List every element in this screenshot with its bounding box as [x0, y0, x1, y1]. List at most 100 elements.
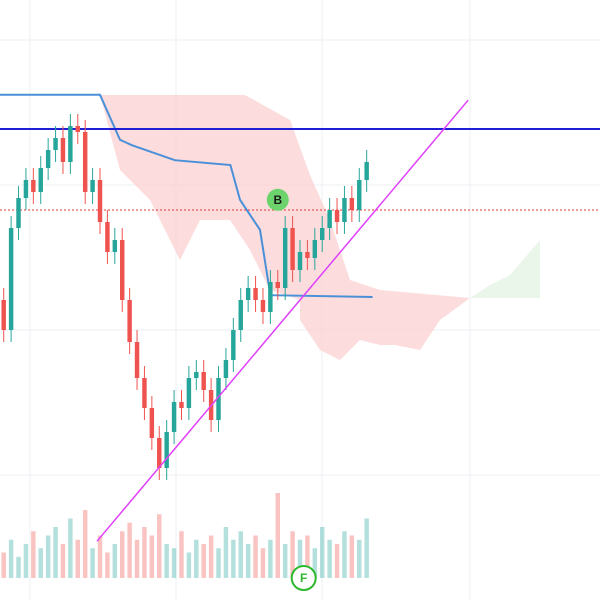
volume-bar — [357, 539, 362, 578]
volume-bar — [60, 544, 66, 578]
volume-bar — [231, 539, 236, 578]
candle-body — [112, 240, 118, 252]
marker — [266, 188, 289, 211]
volume-bar — [290, 531, 295, 578]
candle-body — [105, 222, 110, 252]
volume-bar — [127, 522, 132, 578]
volume-bar — [320, 527, 325, 578]
volume-bar — [157, 514, 162, 578]
candle-body — [120, 240, 125, 300]
candle-body — [60, 138, 66, 162]
volume-bar — [149, 535, 155, 578]
marker — [290, 565, 317, 591]
volume-bar — [305, 535, 310, 578]
volume-bar — [82, 510, 88, 578]
candle-body — [45, 150, 51, 168]
candle-body — [275, 282, 280, 288]
volume-bar — [8, 539, 14, 578]
volume-bar — [120, 531, 125, 578]
volume-bar — [268, 539, 273, 578]
candle-body — [8, 228, 14, 330]
candle-body — [201, 372, 206, 390]
volume-bar — [312, 548, 318, 578]
candle-body — [164, 432, 169, 468]
indicator-line — [0, 93, 373, 298]
candle-body — [320, 228, 325, 240]
candle-body — [23, 180, 29, 198]
candle-body — [127, 300, 132, 342]
volume-bar — [349, 535, 355, 578]
candle-body — [253, 288, 258, 300]
candle-body — [216, 378, 221, 420]
volume-bar — [90, 548, 95, 578]
volume-bar — [186, 552, 192, 578]
volume-bar — [208, 535, 214, 578]
candle-body — [194, 372, 199, 378]
candle-body — [238, 300, 243, 330]
candle-body — [231, 330, 236, 360]
candle-body — [16, 198, 21, 228]
volume-bar — [179, 531, 184, 578]
volume-bar — [245, 544, 251, 578]
candle-body — [349, 198, 355, 210]
candle-body — [142, 378, 147, 408]
volume-bar — [134, 539, 140, 578]
volume-bar — [68, 518, 73, 578]
volume-bar — [253, 535, 258, 578]
candle-body — [82, 132, 88, 192]
volume-bar — [238, 531, 243, 578]
candle-body — [290, 228, 295, 270]
candle-body — [282, 228, 288, 288]
candle-body — [297, 252, 303, 270]
marker-label: B — [273, 193, 282, 207]
candle-body — [268, 282, 273, 312]
candle-body — [245, 288, 251, 300]
trend-line — [96, 99, 469, 542]
volume-bar — [297, 539, 303, 578]
candle-body — [305, 252, 310, 258]
volume-bar — [31, 531, 36, 578]
volume-bar — [112, 544, 118, 578]
candle-body — [157, 438, 162, 468]
volume-bar — [142, 527, 147, 578]
candle-body — [179, 402, 184, 408]
candle-body — [75, 126, 80, 132]
candle-body — [31, 180, 36, 192]
candle-body — [327, 210, 332, 228]
volume-bar — [327, 539, 332, 578]
candle-body — [223, 360, 229, 378]
candle-body — [260, 300, 266, 312]
marker-label: F — [300, 571, 307, 585]
volume-bar — [201, 544, 206, 578]
volume-bar — [275, 493, 280, 578]
volume-bar — [334, 544, 340, 578]
volume-bar — [171, 548, 177, 578]
candle-body — [1, 300, 6, 330]
candle-body — [68, 126, 73, 162]
volume-bar — [216, 548, 221, 578]
candle-body — [357, 180, 362, 210]
volume-bar — [223, 527, 229, 578]
candle-body — [53, 138, 58, 150]
volume-bar — [53, 527, 58, 578]
volume-bar — [164, 544, 169, 578]
volume-bar — [38, 548, 43, 578]
candle-body — [171, 402, 177, 432]
candle-body — [38, 168, 43, 192]
candle-body — [312, 240, 318, 258]
volume-bar — [97, 535, 103, 578]
volume-bar — [194, 539, 199, 578]
volume-bar — [364, 518, 369, 578]
volume-bar — [75, 539, 80, 578]
volume-bar — [16, 556, 21, 578]
candle-body — [97, 180, 103, 222]
candle-body — [149, 408, 155, 438]
cloud-future — [470, 240, 540, 298]
volume-bar — [260, 548, 266, 578]
candle-body — [364, 162, 369, 180]
volume-bar — [1, 552, 6, 578]
volume-bar — [282, 544, 288, 578]
candle-body — [134, 342, 140, 378]
volume-bar — [342, 531, 347, 578]
